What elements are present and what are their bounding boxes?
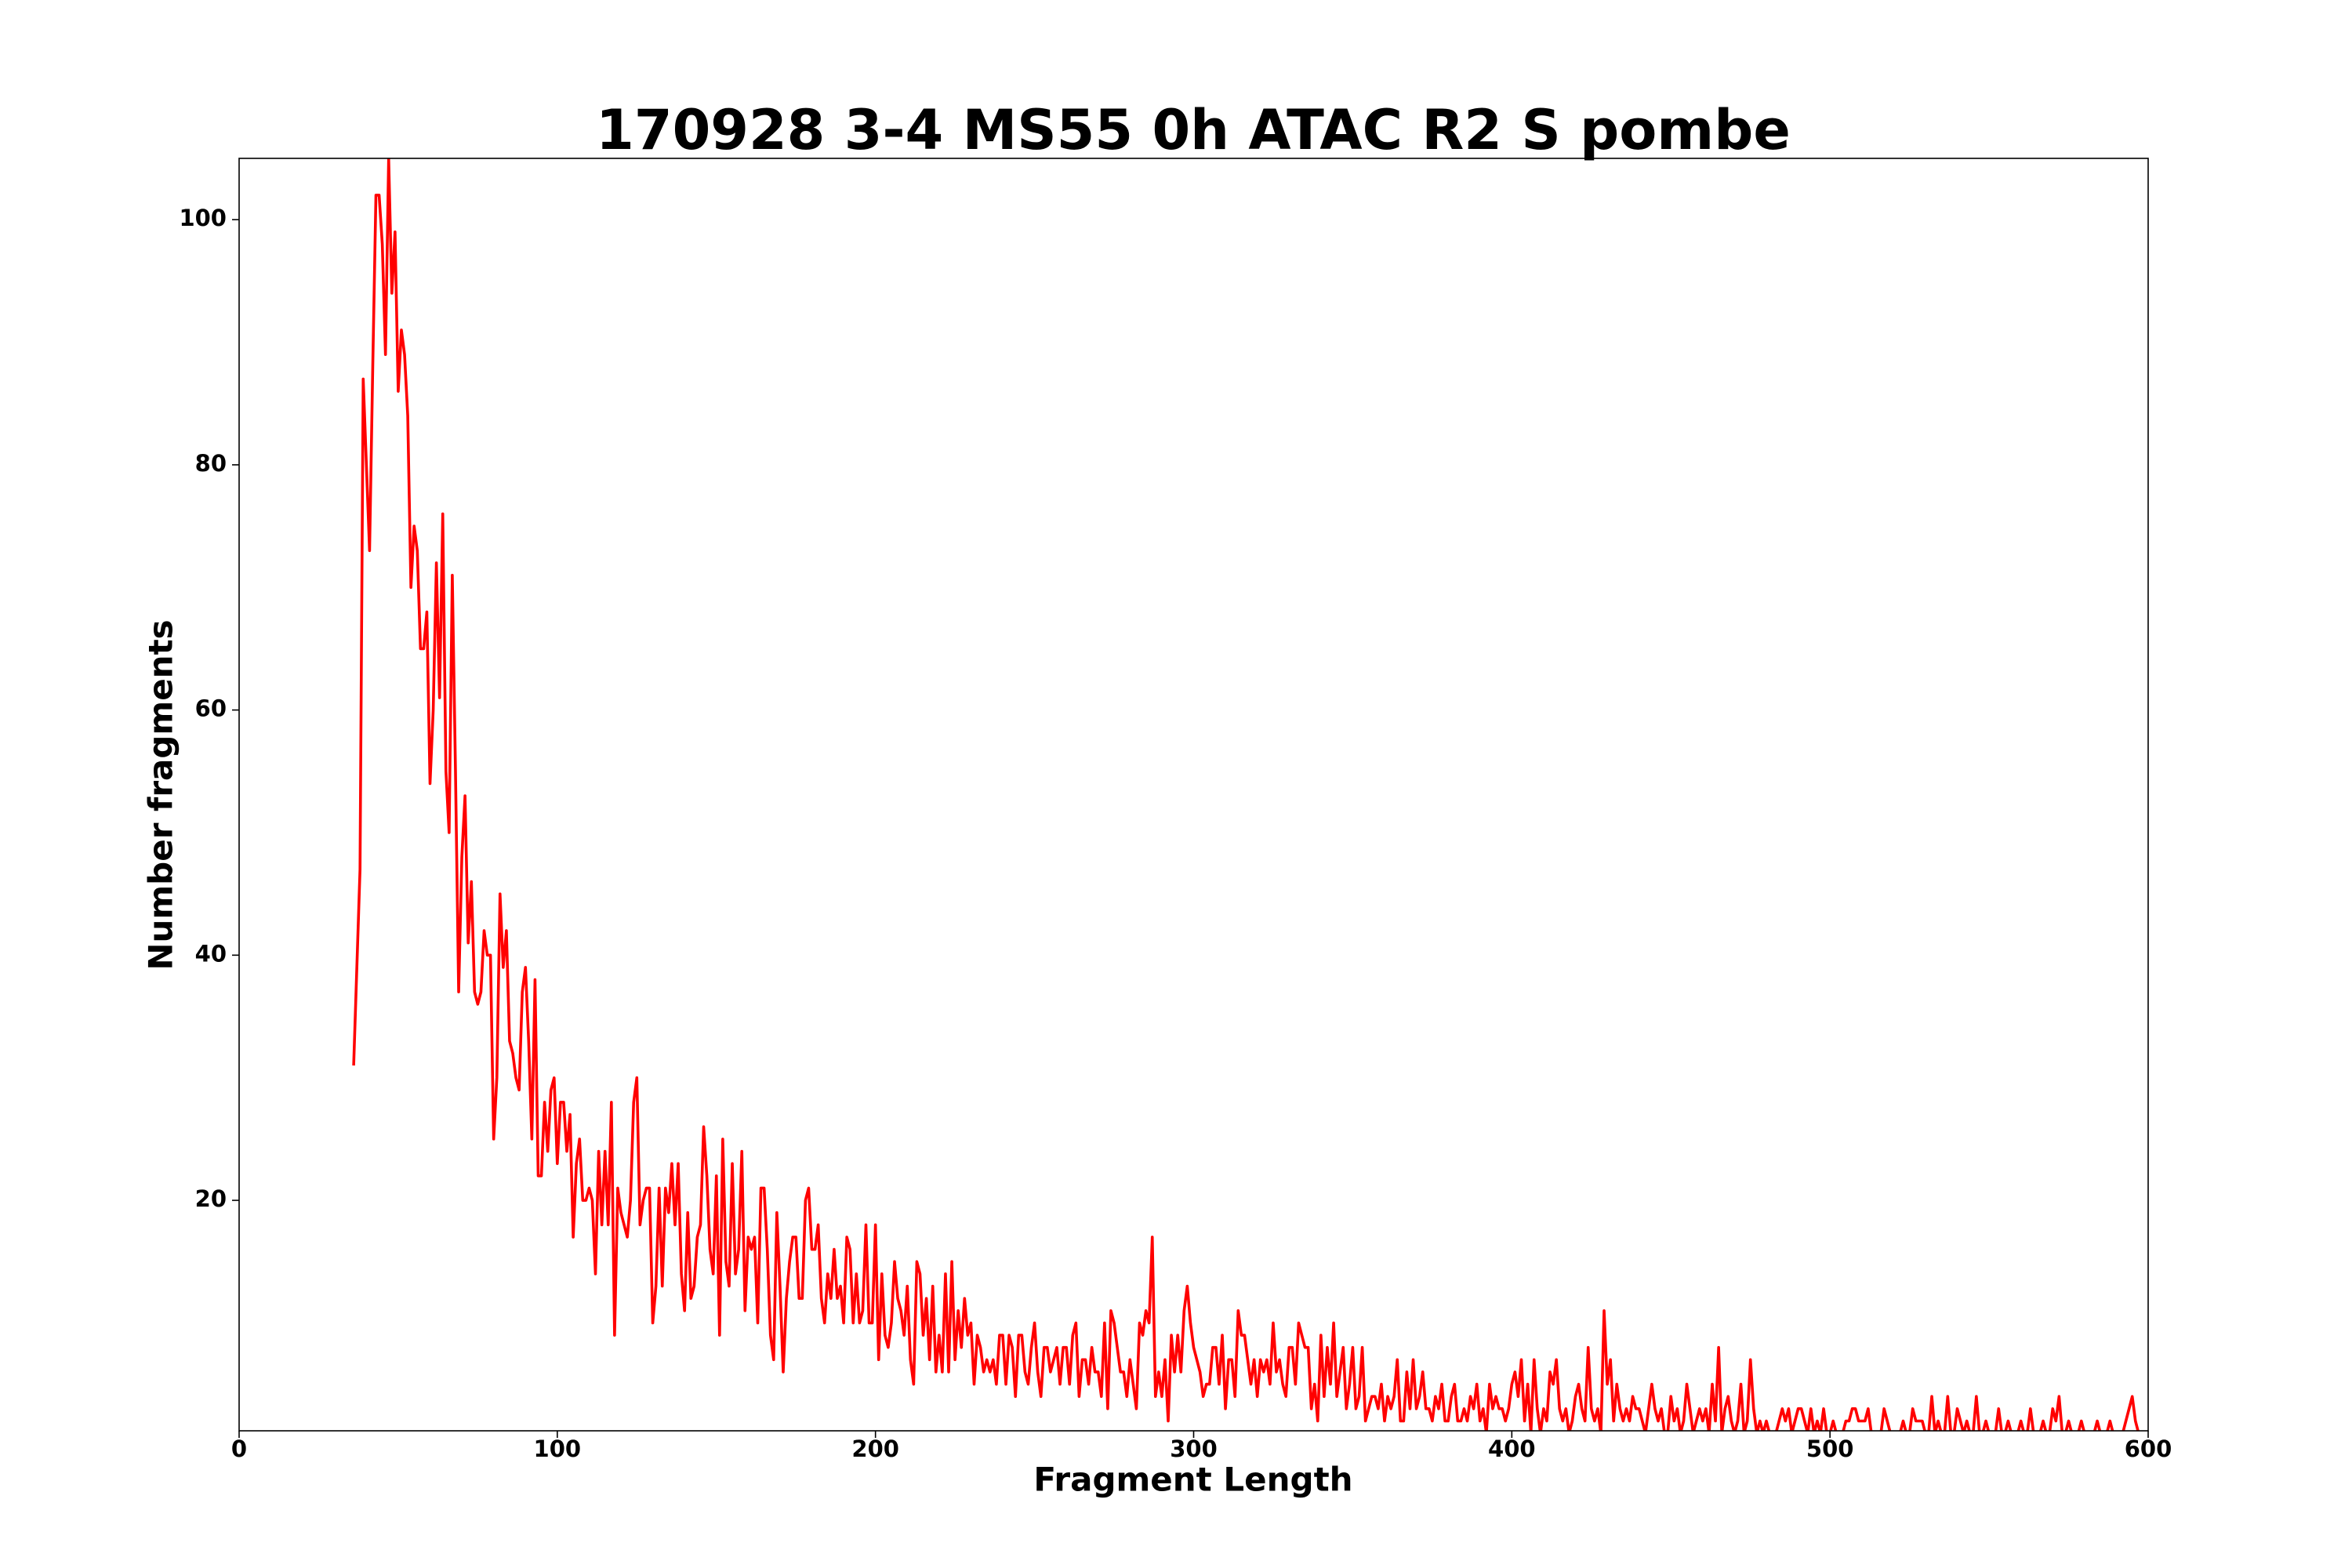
y-tick-label: 80 [195, 450, 227, 477]
x-tick-label: 600 [2125, 1436, 2172, 1462]
y-tick-label: 60 [195, 695, 227, 722]
data-line [352, 158, 2140, 1431]
x-tick-label: 400 [1488, 1436, 1536, 1462]
x-tick-label: 100 [534, 1436, 582, 1462]
y-tick-label: 20 [195, 1185, 227, 1212]
plot: 0 100 200 300 400 500 600 20 40 60 80 100 [179, 158, 2172, 1462]
y-axis-label: Number fragments [142, 619, 180, 970]
x-axis-label: Fragment Length [1033, 1461, 1352, 1499]
x-tick-label: 0 [231, 1436, 247, 1462]
x-tick-label: 300 [1170, 1436, 1218, 1462]
chart-title: 170928 3-4 MS55 0h ATAC R2 S pombe [596, 98, 1791, 162]
y-tick-label: 40 [195, 940, 227, 967]
x-tick-label: 500 [1806, 1436, 1854, 1462]
x-tick-label: 200 [851, 1436, 899, 1462]
y-tick-label: 100 [179, 205, 227, 231]
plot-frame [238, 158, 2149, 1432]
